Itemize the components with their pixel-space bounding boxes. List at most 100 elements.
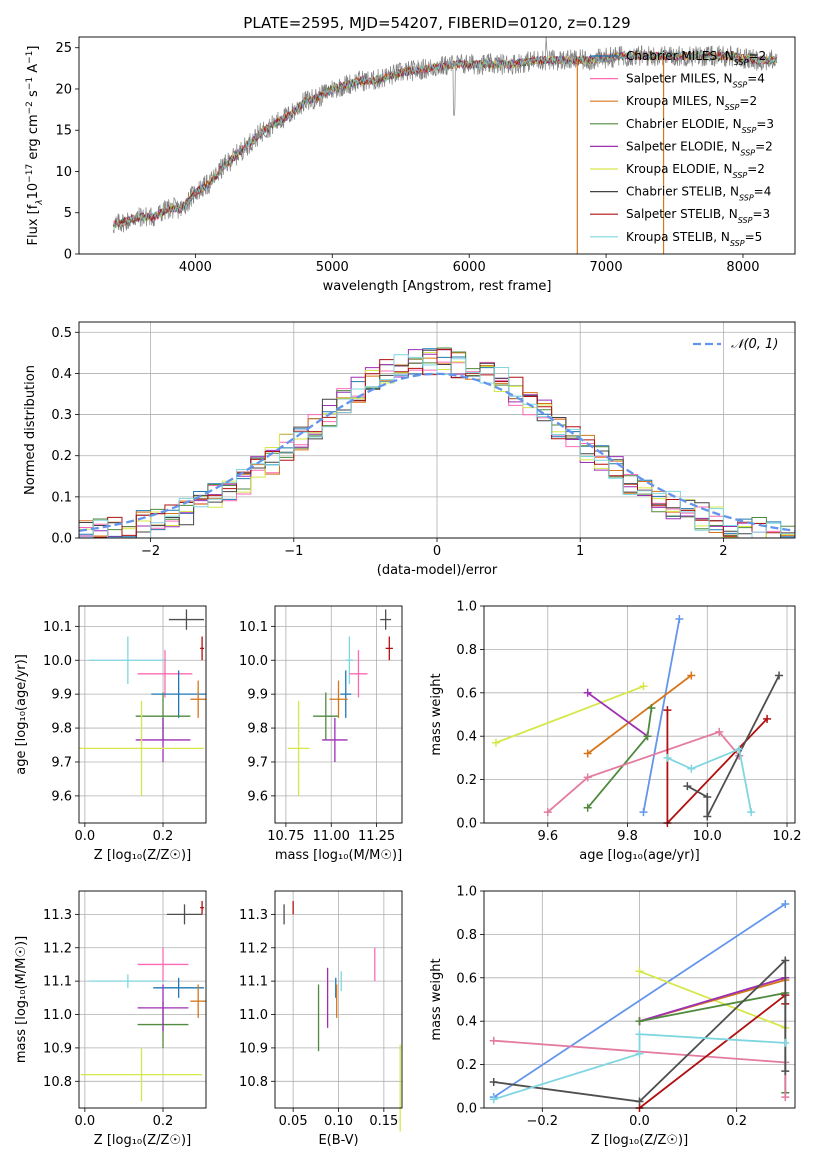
errorbar-point <box>200 636 205 661</box>
x-tick-label: 0.2 <box>726 1114 747 1129</box>
residual-legend: 𝒩(0, 1) <box>693 337 778 352</box>
errorbar-point <box>190 984 206 1018</box>
errorbar-point <box>385 636 393 661</box>
axes-weight-vs-age: 9.6 9.8 10.0 10.2 0.0 0.2 0.4 0.6 0.8 1.0 age [log… <box>429 600 802 864</box>
y-tick-label: 15 <box>55 124 72 139</box>
y-tick-label: 5 <box>64 206 72 221</box>
y-tick-label: 9.6 <box>51 789 72 804</box>
axes-mass-vs-ebv: 0.05 0.10 0.15 10.8 10.9 11.0 11.1 11.2 11.3 E(B-… <box>239 891 402 1148</box>
y-tick-label: 11.1 <box>239 975 268 990</box>
legend-name: Kroupa MILES <box>626 94 708 108</box>
y-tick-label: 9.9 <box>247 688 268 703</box>
legend-label: Salpeter MILES, NSSP=4 <box>626 72 765 90</box>
weight-marker <box>583 803 592 812</box>
x-tick-label: 8000 <box>726 260 759 275</box>
weight-marker <box>583 688 592 697</box>
errorbar-point <box>329 680 348 718</box>
weight-marker <box>747 808 756 817</box>
errorbar-point <box>349 650 368 698</box>
y-tick-label: 0.4 <box>456 730 477 745</box>
y-tick-label: 0.4 <box>51 367 72 382</box>
y-tick-label: 11.2 <box>43 941 72 956</box>
weight-marker <box>675 615 684 624</box>
errorbar-point <box>380 609 392 630</box>
errorbar-point <box>200 901 205 915</box>
weight-marker <box>775 671 784 680</box>
chart-title: PLATE=2595, MJD=54207, FIBERID=0120, z=0… <box>243 14 630 32</box>
errorbars-mass-vs-ebv <box>283 901 401 1132</box>
weight-series-line <box>493 903 786 1098</box>
errorbar-point <box>287 700 310 796</box>
y-axis-label-part: s <box>26 90 41 101</box>
x-axis-label: (data-model)/error <box>377 563 498 578</box>
y-tick-label: 0.5 <box>51 326 72 341</box>
weight-marker <box>781 1093 790 1102</box>
legend-nssp: 3 <box>763 207 771 221</box>
legend-name: Chabrier STELIB <box>626 185 722 199</box>
weight-marker <box>639 682 648 691</box>
x-tick-label: 5000 <box>316 260 349 275</box>
weight-series-line <box>642 618 681 813</box>
errorbar-point <box>151 670 206 718</box>
weight-marker <box>663 753 672 762</box>
y-axis-label-part: 10 <box>26 183 41 200</box>
weight-marker <box>663 706 672 715</box>
weight-marker <box>543 808 552 817</box>
legend-nssp: 2 <box>765 139 773 153</box>
y-axis-label-part: λ <box>35 199 45 205</box>
y-tick-label: 0.0 <box>456 1102 477 1117</box>
weight-marker <box>781 956 790 965</box>
x-tick-label: 6000 <box>453 260 486 275</box>
y-axis-label: mass weight <box>429 673 444 755</box>
y-tick-label: 10.0 <box>239 654 268 669</box>
weight-series-line <box>493 958 787 1103</box>
weight-marker <box>715 727 724 736</box>
y-axis-label-part: −17 <box>25 164 35 183</box>
y-tick-label: 0.8 <box>456 928 477 943</box>
x-tick-label: 4000 <box>179 260 212 275</box>
x-axis-label: Z [log₁₀(Z/Z☉)] <box>94 848 191 863</box>
x-tick-label: 0 <box>433 544 441 559</box>
axes-frame <box>274 605 403 824</box>
legend-label: Chabrier ELODIE, NSSP=3 <box>626 117 774 135</box>
axes-frame <box>78 605 207 824</box>
errorbar-point <box>80 1047 203 1102</box>
x-tick-label: 0.0 <box>629 1114 650 1129</box>
weight-marker <box>635 967 644 976</box>
y-tick-label: 0.1 <box>51 490 72 505</box>
errorbar-point <box>135 717 191 762</box>
legend-label: Kroupa MILES, NSSP=2 <box>626 94 757 112</box>
weight-marker <box>635 1049 644 1058</box>
legend-label: Kroupa STELIB, NSSP=5 <box>626 230 762 248</box>
y-tick-label: 10.9 <box>239 1041 268 1056</box>
weight-series-line <box>667 747 752 813</box>
axes-frame <box>483 605 796 824</box>
model-spectrum-line <box>112 51 778 229</box>
y-axis-label-part: A <box>26 64 41 77</box>
weight-marker <box>647 703 656 712</box>
weight-marker <box>703 792 712 801</box>
y-tick-label: 0 <box>64 248 72 263</box>
x-tick-label: 2 <box>719 544 727 559</box>
x-tick-label: 9.8 <box>617 829 638 844</box>
y-tick-label: 11.0 <box>43 1008 72 1023</box>
x-tick-label: 11.00 <box>313 829 350 844</box>
x-axis-label: Z [log₁₀(Z/Z☉)] <box>94 1133 191 1148</box>
legend-name: Salpeter STELIB <box>626 207 721 221</box>
errorbar-point <box>88 636 167 684</box>
x-tick-label: 0.2 <box>153 1114 174 1129</box>
legend-label: Chabrier MILES, NSSP=2 <box>626 49 766 67</box>
x-tick-label: 9.6 <box>537 829 558 844</box>
y-axis-label: mass weight <box>429 958 444 1040</box>
y-tick-label: 20 <box>55 82 72 97</box>
y-tick-label: 0.2 <box>456 773 477 788</box>
weight-marker <box>735 745 744 754</box>
weight-marker <box>491 738 500 747</box>
y-axis-label-part: −2 <box>25 101 35 114</box>
y-axis-label: Flux [fλ10−17 erg cm−2 s−1 A−1] <box>25 46 45 246</box>
legend-label: 𝒩(0, 1) <box>731 337 778 352</box>
weight-series-line <box>495 685 644 744</box>
y-axis-label-part: −1 <box>25 51 35 64</box>
weight-series-line <box>493 1033 786 1101</box>
